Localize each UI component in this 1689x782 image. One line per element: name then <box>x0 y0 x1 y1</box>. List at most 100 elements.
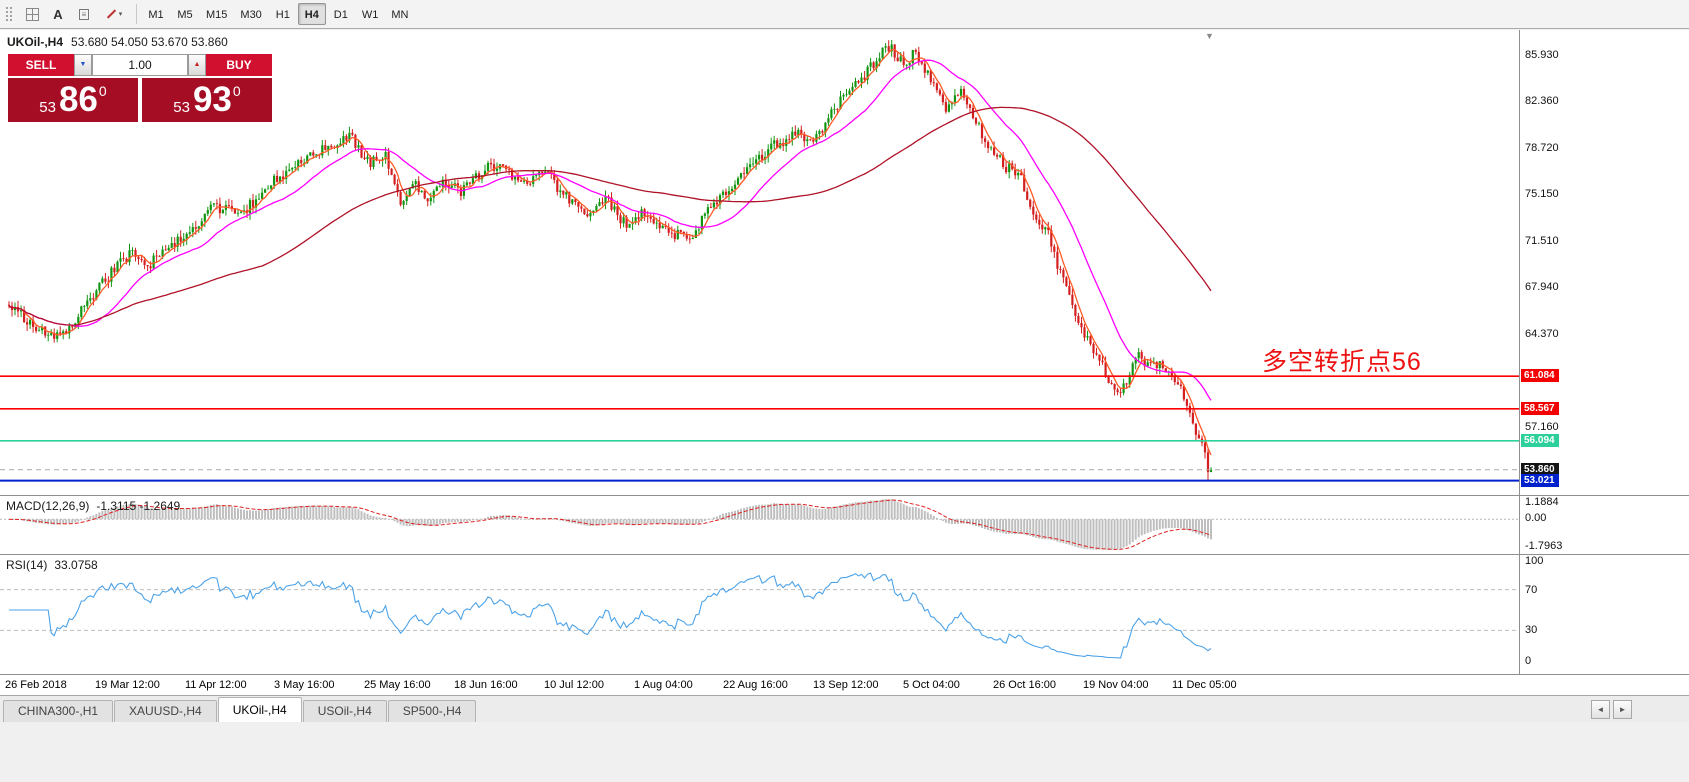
buy-button[interactable]: BUY <box>206 54 272 76</box>
time-axis-label: 22 Aug 16:00 <box>723 679 788 691</box>
chart-tab-xauusd-h4[interactable]: XAUUSD-,H4 <box>114 700 217 722</box>
rsi-axis[interactable]: 100 70 30 0 <box>1519 555 1689 674</box>
time-axis-label: 19 Mar 12:00 <box>95 679 160 691</box>
chart-tab-bar: CHINA300-,H1 XAUUSD-,H4 UKOil-,H4 USOil-,H4… <box>0 695 1689 722</box>
crosshair-icon <box>25 7 39 21</box>
time-axis-label: 10 Jul 12:00 <box>544 679 604 691</box>
chevron-down-icon: ▼ <box>79 61 87 68</box>
trendline-icon <box>106 9 116 19</box>
price-axis-label: 82.360 <box>1525 95 1559 107</box>
time-axis-label: 25 May 16:00 <box>364 679 431 691</box>
chevron-down-icon: ▾ <box>118 11 123 18</box>
macd-name: MACD(12,26,9) <box>6 499 90 513</box>
price-axis-label: 85.930 <box>1525 49 1559 61</box>
rsi-line <box>9 572 1212 659</box>
timeframe-group: M1 M5 M15 M30 H1 H4 D1 W1 MN <box>142 3 414 25</box>
slow-ma <box>8 106 1212 326</box>
rsi-panel: RSI(14) 33.0758 100 70 30 0 <box>0 555 1689 675</box>
tab-scroll-left-button[interactable]: ◄ <box>1591 700 1610 719</box>
timeframe-m30-button[interactable]: M30 <box>240 9 262 21</box>
rsi-plot[interactable] <box>0 555 1519 674</box>
rsi-title: RSI(14) 33.0758 <box>6 558 98 572</box>
chart-symbol: UKOil-,H4 <box>7 35 64 49</box>
chart-tab-china300-h1[interactable]: CHINA300-,H1 <box>3 700 114 722</box>
price-axis-label: 71.510 <box>1525 235 1559 247</box>
macd-title: MACD(12,26,9) -1.3115 -1.2649 <box>6 499 180 513</box>
toolbar: A ≡ ▾ M1 M5 M15 M30 H1 H4 D1 W1 MN <box>0 0 1689 29</box>
one-click-trading-widget: SELL ▼ ▲ BUY 53 86 0 53 93 0 <box>8 54 272 122</box>
sell-price-big: 86 <box>58 80 98 119</box>
timeframe-m1-button[interactable]: M1 <box>148 9 164 21</box>
time-axis-label: 5 Oct 04:00 <box>903 679 960 691</box>
arrow-right-icon: ► <box>1618 705 1627 714</box>
time-axis-label: 19 Nov 04:00 <box>1083 679 1149 691</box>
macd-plot[interactable] <box>0 496 1519 554</box>
price-level-badge: 61.084 <box>1521 369 1559 382</box>
arrow-left-icon: ◄ <box>1596 705 1605 714</box>
time-axis-label: 11 Apr 12:00 <box>185 679 247 691</box>
macd-axis-label: -1.7963 <box>1525 540 1563 552</box>
chart-tab-sp500-h4[interactable]: SP500-,H4 <box>387 700 477 722</box>
chart-ohlc-values: 53.680 54.050 53.670 53.860 <box>71 35 228 49</box>
price-axis[interactable]: 85.930 82.360 78.720 75.150 71.510 67.940 64.3… <box>1519 30 1689 495</box>
timeframe-w1-button[interactable]: W1 <box>361 9 379 21</box>
sell-price-display[interactable]: 53 86 0 <box>8 78 138 122</box>
tab-scroll-controls: ◄ ► <box>1588 700 1632 719</box>
rsi-axis-label: 0 <box>1525 655 1532 667</box>
time-axis-label: 18 Jun 16:00 <box>454 679 518 691</box>
price-axis-label: 64.370 <box>1525 328 1559 340</box>
price-axis-label: 75.150 <box>1525 188 1559 200</box>
rsi-axis-label: 100 <box>1525 555 1544 567</box>
shapes-tool-button[interactable]: ▾ <box>97 2 131 26</box>
time-axis-label: 3 May 16:00 <box>274 679 335 691</box>
timeframe-m5-button[interactable]: M5 <box>177 9 193 21</box>
price-axis-label: 67.940 <box>1525 281 1559 293</box>
volume-dropdown-button[interactable]: ▼ <box>74 54 92 76</box>
timeframe-d1-button[interactable]: D1 <box>333 9 348 21</box>
price-plot[interactable] <box>0 30 1519 495</box>
macd-panel: MACD(12,26,9) -1.3115 -1.2649 1.1884 0.00 -… <box>0 496 1689 555</box>
macd-values: -1.3115 -1.2649 <box>96 499 181 513</box>
timeframe-h4-button[interactable]: H4 <box>297 3 326 25</box>
toolbar-grip-icon <box>5 6 14 22</box>
chart-title: UKOil-,H4 53.680 54.050 53.670 53.860 <box>7 35 228 49</box>
crosshair-tool-button[interactable] <box>19 2 45 26</box>
macd-axis-label: 0.00 <box>1525 512 1547 524</box>
annotation-text: 多空转折点56 <box>1262 348 1422 376</box>
text-frame-icon: ≡ <box>78 8 90 20</box>
chart-tab-ukoil-h4[interactable]: UKOil-,H4 <box>217 697 302 722</box>
volume-spin-up-button[interactable]: ▲ <box>188 54 206 76</box>
tab-scroll-right-button[interactable]: ► <box>1613 700 1632 719</box>
sell-price-prefix: 53 <box>39 99 56 116</box>
chart-shift-marker-icon[interactable]: ▼ <box>1205 31 1214 41</box>
fast-ma <box>8 48 1212 456</box>
price-axis-label: 78.720 <box>1525 142 1559 154</box>
price-chart-panel: UKOil-,H4 53.680 54.050 53.670 53.860 ▼ S… <box>0 30 1689 496</box>
chart-tab-usoil-h4[interactable]: USOil-,H4 <box>302 700 387 722</box>
time-axis-label: 26 Oct 16:00 <box>993 679 1056 691</box>
timeframe-m15-button[interactable]: M15 <box>206 9 228 21</box>
timeframe-h1-button[interactable]: H1 <box>275 9 290 21</box>
price-axis-label: 57.160 <box>1525 421 1559 433</box>
buy-price-big: 93 <box>192 80 232 119</box>
chevron-up-icon: ▲ <box>193 61 201 68</box>
text-label-icon: A <box>53 6 63 22</box>
macd-signal-line <box>8 499 1212 550</box>
time-axis-label: 13 Sep 12:00 <box>813 679 879 691</box>
medium-ma <box>8 59 1212 401</box>
timeframe-mn-button[interactable]: MN <box>391 9 409 21</box>
price-level-badge: 53.860 <box>1521 463 1559 476</box>
sell-button[interactable]: SELL <box>8 54 74 76</box>
rsi-axis-label: 70 <box>1525 584 1538 596</box>
volume-input[interactable] <box>92 54 188 76</box>
text-frame-tool-button[interactable]: ≡ <box>71 2 97 26</box>
text-label-tool-button[interactable]: A <box>45 2 71 26</box>
buy-price-sup: 0 <box>232 83 241 99</box>
macd-axis-label: 1.1884 <box>1525 496 1559 508</box>
time-axis[interactable]: 26 Feb 2018 19 Mar 12:00 11 Apr 12:00 3 May… <box>0 675 1689 695</box>
macd-axis[interactable]: 1.1884 0.00 -1.7963 <box>1519 496 1689 554</box>
buy-price-display[interactable]: 53 93 0 <box>142 78 272 122</box>
chart-tabs: CHINA300-,H1 XAUUSD-,H4 UKOil-,H4 USOil-,H4… <box>3 697 477 722</box>
rsi-name: RSI(14) <box>6 558 48 572</box>
